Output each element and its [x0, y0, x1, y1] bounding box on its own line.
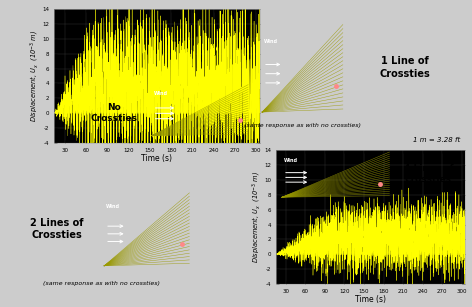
Text: Wind: Wind — [106, 204, 120, 209]
Text: 1 Line of
Crossties: 1 Line of Crossties — [379, 56, 430, 79]
Text: Wind: Wind — [154, 91, 168, 96]
Text: (same response as with no crossties): (same response as with no crossties) — [43, 281, 160, 286]
Text: Wind: Wind — [284, 157, 298, 162]
Text: 1 m = 3.28 ft: 1 m = 3.28 ft — [413, 137, 460, 143]
Text: 2 Lines of
Crossties: 2 Lines of Crossties — [30, 218, 84, 240]
Text: Wind: Wind — [264, 39, 278, 44]
X-axis label: Time (s): Time (s) — [355, 295, 386, 304]
Text: (same response as with no crossties): (same response as with no crossties) — [244, 123, 361, 128]
Y-axis label: Displacement, $U_x$  (10$^{-3}$ m): Displacement, $U_x$ (10$^{-3}$ m) — [251, 171, 263, 263]
Y-axis label: Displacement, $U_x$  (10$^{-3}$ m): Displacement, $U_x$ (10$^{-3}$ m) — [29, 30, 41, 122]
Text: No
Crossties: No Crossties — [91, 103, 138, 123]
Text: 4 Lines of
Crossties: 4 Lines of Crossties — [404, 164, 453, 184]
X-axis label: Time (s): Time (s) — [142, 154, 172, 163]
